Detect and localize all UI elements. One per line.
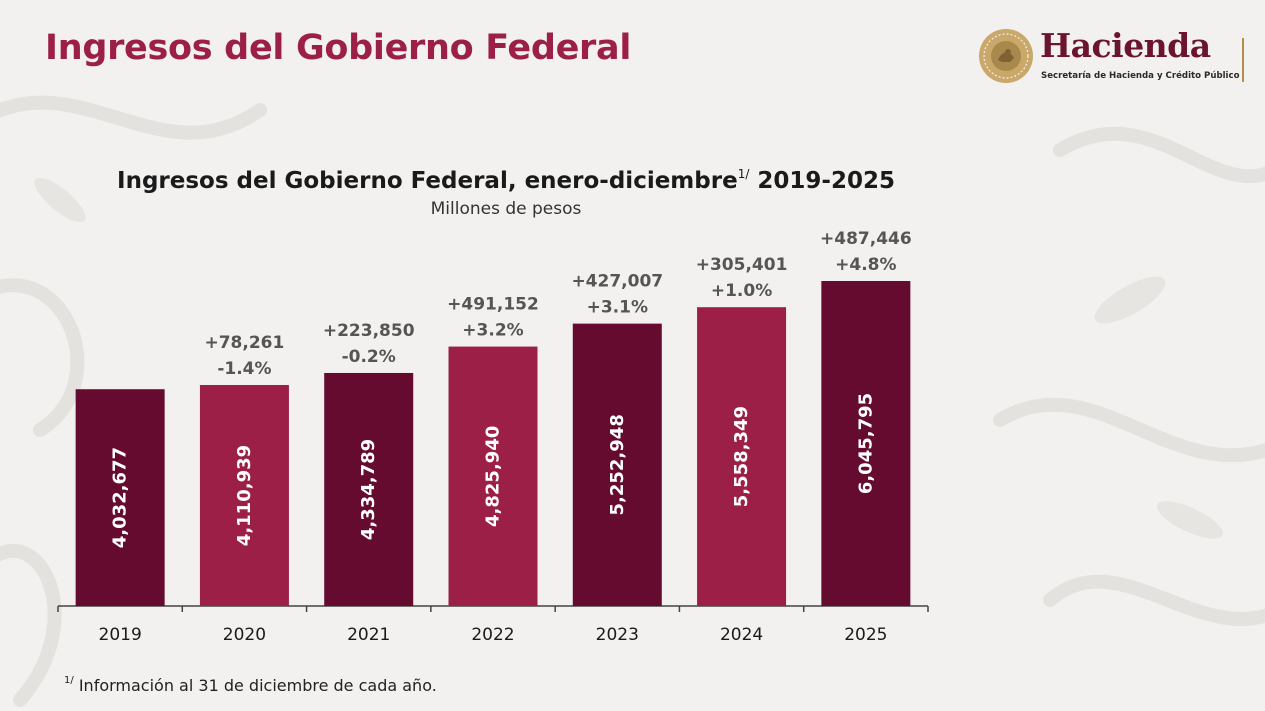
bar-value-label: 5,252,948 <box>607 414 628 515</box>
bar-2025 <box>821 281 911 606</box>
bar-2024 <box>697 307 787 606</box>
change-pct-label: +3.2% <box>462 321 523 341</box>
x-tick-label: 2022 <box>471 625 514 645</box>
national-seal-icon <box>979 29 1033 83</box>
bar-2019 <box>75 389 165 606</box>
bar-value-label: 4,825,940 <box>483 426 504 527</box>
x-tick-label: 2023 <box>596 625 639 645</box>
bar-value-label: 5,558,349 <box>731 406 752 507</box>
change-pct-label: +3.1% <box>587 298 648 318</box>
change-pct-label: -1.4% <box>217 359 271 379</box>
bar-2021 <box>324 372 414 606</box>
footnote-text: Información al 31 de diciembre de cada a… <box>78 676 437 695</box>
x-tick-label: 2024 <box>720 625 763 645</box>
bar-2023 <box>572 323 662 606</box>
chart-subtitle: Millones de pesos <box>430 199 582 219</box>
bar-value-label: 4,334,789 <box>358 439 379 540</box>
hacienda-logo: Hacienda Secretaría de Hacienda y Crédit… <box>978 26 1248 88</box>
chart-title-suffix: 2019-2025 <box>757 168 895 194</box>
change-abs-label: +305,401 <box>696 255 788 275</box>
change-pct-label: +4.8% <box>835 255 896 275</box>
change-pct-label: -0.2% <box>342 347 396 367</box>
change-abs-label: +491,152 <box>447 295 539 315</box>
bar-value-label: 6,045,795 <box>855 393 876 494</box>
chart-title: Ingresos del Gobierno Federal, enero-dic… <box>56 167 956 194</box>
brand-divider <box>1242 38 1244 82</box>
footnote: 1/ Información al 31 de diciembre de cad… <box>64 675 437 695</box>
footnote-marker: 1/ <box>64 675 74 686</box>
brand-subtitle: Secretaría de Hacienda y Crédito Público <box>1041 71 1240 81</box>
bar-value-label: 4,032,677 <box>110 447 131 548</box>
x-tick-label: 2025 <box>844 625 887 645</box>
brand-name: Hacienda <box>1040 26 1211 65</box>
bar-value-label: 4,110,939 <box>234 445 255 546</box>
change-abs-label: +223,850 <box>323 321 415 341</box>
chart-title-text: Ingresos del Gobierno Federal, enero-dic… <box>117 168 738 194</box>
x-tick-label: 2019 <box>99 625 142 645</box>
page-title: Ingresos del Gobierno Federal <box>45 28 632 68</box>
chart-title-superscript: 1/ <box>737 167 750 181</box>
change-abs-label: +487,446 <box>820 229 912 249</box>
bar-2022 <box>448 346 538 606</box>
change-abs-label: +78,261 <box>204 333 284 353</box>
change-abs-label: +427,007 <box>571 272 663 292</box>
bar-2020 <box>199 385 289 606</box>
x-tick-label: 2021 <box>347 625 390 645</box>
x-tick-label: 2020 <box>223 625 266 645</box>
change-pct-label: +1.0% <box>711 281 772 301</box>
